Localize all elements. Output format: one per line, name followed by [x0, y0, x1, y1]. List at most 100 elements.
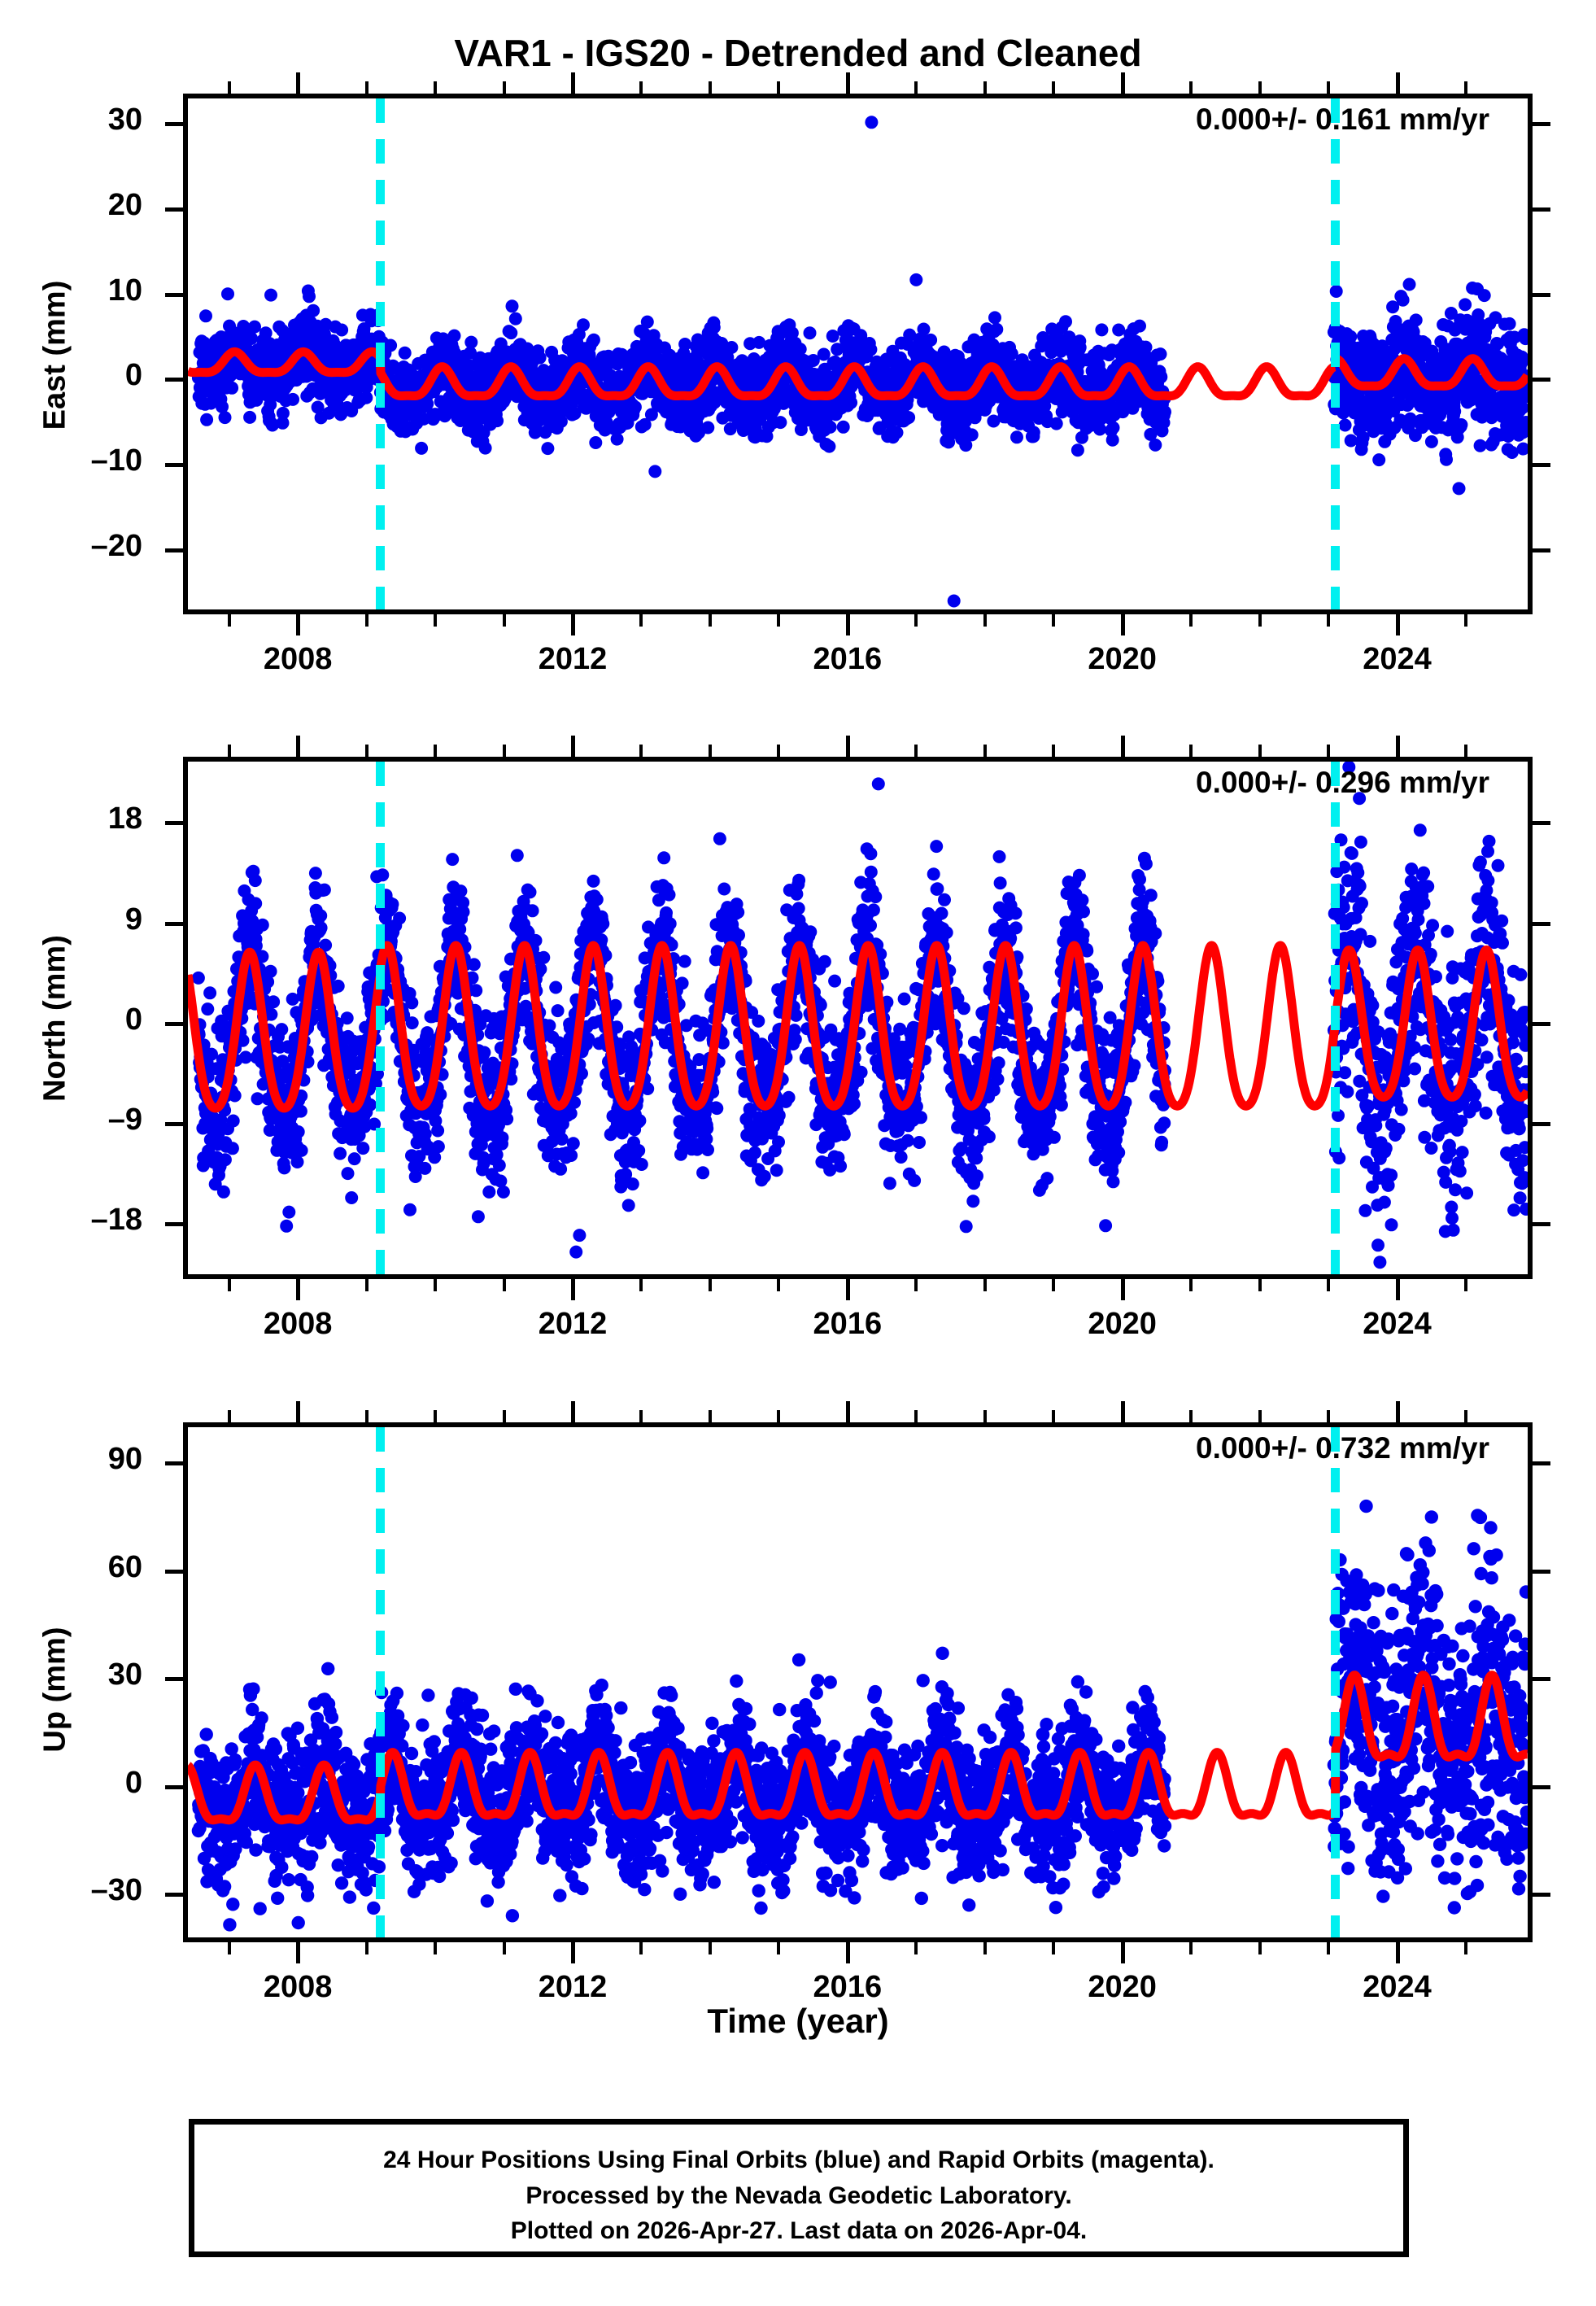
x-tick-top-east-2022: [1258, 81, 1262, 94]
y-tick-east-0: [165, 122, 183, 127]
plot-canvas-up: [188, 1427, 1528, 1937]
model-curve-segment-0: [188, 947, 385, 1113]
y-tick-label-east-1: 20: [107, 188, 142, 223]
y-tick-east-4: [165, 463, 183, 468]
x-tick-east-2016: [845, 614, 850, 635]
rate-annotation-up: 0.000+/- 0.732 mm/yr: [1196, 1431, 1490, 1465]
x-tick-top-north-2020: [1120, 736, 1125, 757]
model-curve-segment-0: [188, 347, 385, 378]
plot-frame-up: [183, 1422, 1533, 1942]
caption-line-2: Processed by the Nevada Geodetic Laborat…: [525, 2182, 1072, 2209]
x-tick-up-2011: [502, 1942, 506, 1954]
x-tick-top-north-2014: [708, 745, 712, 757]
y-tick-label-east-0: 30: [107, 103, 142, 138]
y-tick-label-east-5: –20: [90, 528, 142, 563]
x-tick-up-2010: [434, 1942, 438, 1954]
plot-canvas-east: [188, 98, 1528, 609]
x-tick-up-2022: [1258, 1942, 1262, 1954]
x-tick-top-north-2013: [639, 745, 643, 757]
y-tick-right-north-1: [1533, 921, 1550, 926]
y-tick-up-3: [165, 1784, 183, 1789]
x-tick-top-east-2012: [570, 72, 575, 94]
model-curve-segment-1: [376, 357, 1340, 400]
x-tick-top-up-2013: [639, 1410, 643, 1422]
x-tick-up-2019: [1052, 1942, 1056, 1954]
x-tick-top-up-2012: [570, 1401, 575, 1422]
x-tick-east-2013: [639, 614, 643, 627]
y-tick-north-4: [165, 1222, 183, 1227]
x-tick-top-up-2007: [227, 1410, 231, 1422]
x-tick-up-2023: [1327, 1942, 1331, 1954]
scatter-series-east: [191, 116, 1528, 608]
x-tick-east-2024: [1395, 614, 1400, 635]
x-tick-top-east-2020: [1120, 72, 1125, 94]
x-tick-east-2011: [502, 614, 506, 627]
y-tick-label-east-3: 0: [124, 358, 142, 393]
y-tick-label-up-3: 0: [124, 1765, 142, 1800]
x-tick-north-2022: [1258, 1279, 1262, 1291]
model-curve-segment-2: [1331, 1671, 1528, 1810]
x-tick-east-2020: [1120, 614, 1125, 635]
x-tick-top-east-2011: [502, 81, 506, 94]
x-tick-top-east-2015: [777, 81, 781, 94]
x-tick-north-2010: [434, 1279, 438, 1291]
x-tick-east-2008: [296, 614, 301, 635]
y-tick-right-north-0: [1533, 821, 1550, 826]
x-tick-up-2018: [983, 1942, 987, 1954]
y-tick-right-up-1: [1533, 1569, 1550, 1574]
y-tick-label-up-2: 30: [107, 1657, 142, 1692]
x-tick-top-up-2015: [777, 1410, 781, 1422]
plot-frame-east: [183, 94, 1533, 614]
x-tick-top-up-2024: [1395, 1401, 1400, 1422]
x-tick-top-east-2019: [1052, 81, 1056, 94]
page-title: VAR1 - IGS20 - Detrended and Cleaned: [454, 32, 1142, 74]
y-tick-right-up-3: [1533, 1784, 1550, 1789]
x-tick-top-north-2024: [1395, 736, 1400, 757]
model-curve-segment-0: [188, 1760, 385, 1825]
x-tick-north-2017: [914, 1279, 918, 1291]
x-tick-top-up-2021: [1189, 1410, 1193, 1422]
x-tick-top-up-2011: [502, 1410, 506, 1422]
x-tick-label-up-1: 2012: [538, 1970, 608, 2004]
x-tick-north-2021: [1189, 1279, 1193, 1291]
x-tick-top-up-2009: [364, 1410, 368, 1422]
x-tick-top-up-2016: [845, 1401, 850, 1422]
y-tick-east-3: [165, 378, 183, 382]
x-tick-north-2015: [777, 1279, 781, 1291]
x-tick-east-2010: [434, 614, 438, 627]
x-tick-north-2012: [570, 1279, 575, 1300]
y-tick-right-east-1: [1533, 207, 1550, 212]
x-tick-east-2022: [1258, 614, 1262, 627]
y-tick-label-up-0: 90: [107, 1442, 142, 1477]
x-tick-top-up-2022: [1258, 1410, 1262, 1422]
x-tick-east-2009: [364, 614, 368, 627]
x-tick-top-east-2009: [364, 81, 368, 94]
x-tick-up-2025: [1463, 1942, 1467, 1954]
x-tick-label-north-0: 2008: [263, 1307, 333, 1341]
y-tick-up-1: [165, 1569, 183, 1574]
y-tick-label-north-3: –9: [107, 1103, 142, 1138]
x-tick-top-north-2011: [502, 745, 506, 757]
y-tick-label-east-2: 10: [107, 273, 142, 308]
x-tick-north-2013: [639, 1279, 643, 1291]
x-tick-top-east-2014: [708, 81, 712, 94]
x-tick-north-2018: [983, 1279, 987, 1291]
x-tick-north-2009: [364, 1279, 368, 1291]
y-tick-right-up-4: [1533, 1893, 1550, 1897]
y-tick-up-0: [165, 1461, 183, 1466]
x-tick-top-north-2012: [570, 736, 575, 757]
x-tick-label-east-2: 2016: [813, 642, 883, 676]
x-tick-label-north-2: 2016: [813, 1307, 883, 1341]
x-tick-top-north-2025: [1463, 745, 1467, 757]
x-tick-north-2025: [1463, 1279, 1467, 1291]
y-tick-right-east-0: [1533, 122, 1550, 127]
x-tick-top-north-2023: [1327, 745, 1331, 757]
x-tick-label-east-0: 2008: [263, 642, 333, 676]
rate-annotation-east: 0.000+/- 0.161 mm/yr: [1196, 103, 1490, 136]
y-tick-label-north-1: 9: [124, 902, 142, 937]
x-tick-top-north-2009: [364, 745, 368, 757]
x-tick-north-2011: [502, 1279, 506, 1291]
x-tick-up-2024: [1395, 1942, 1400, 1963]
x-tick-top-north-2018: [983, 745, 987, 757]
